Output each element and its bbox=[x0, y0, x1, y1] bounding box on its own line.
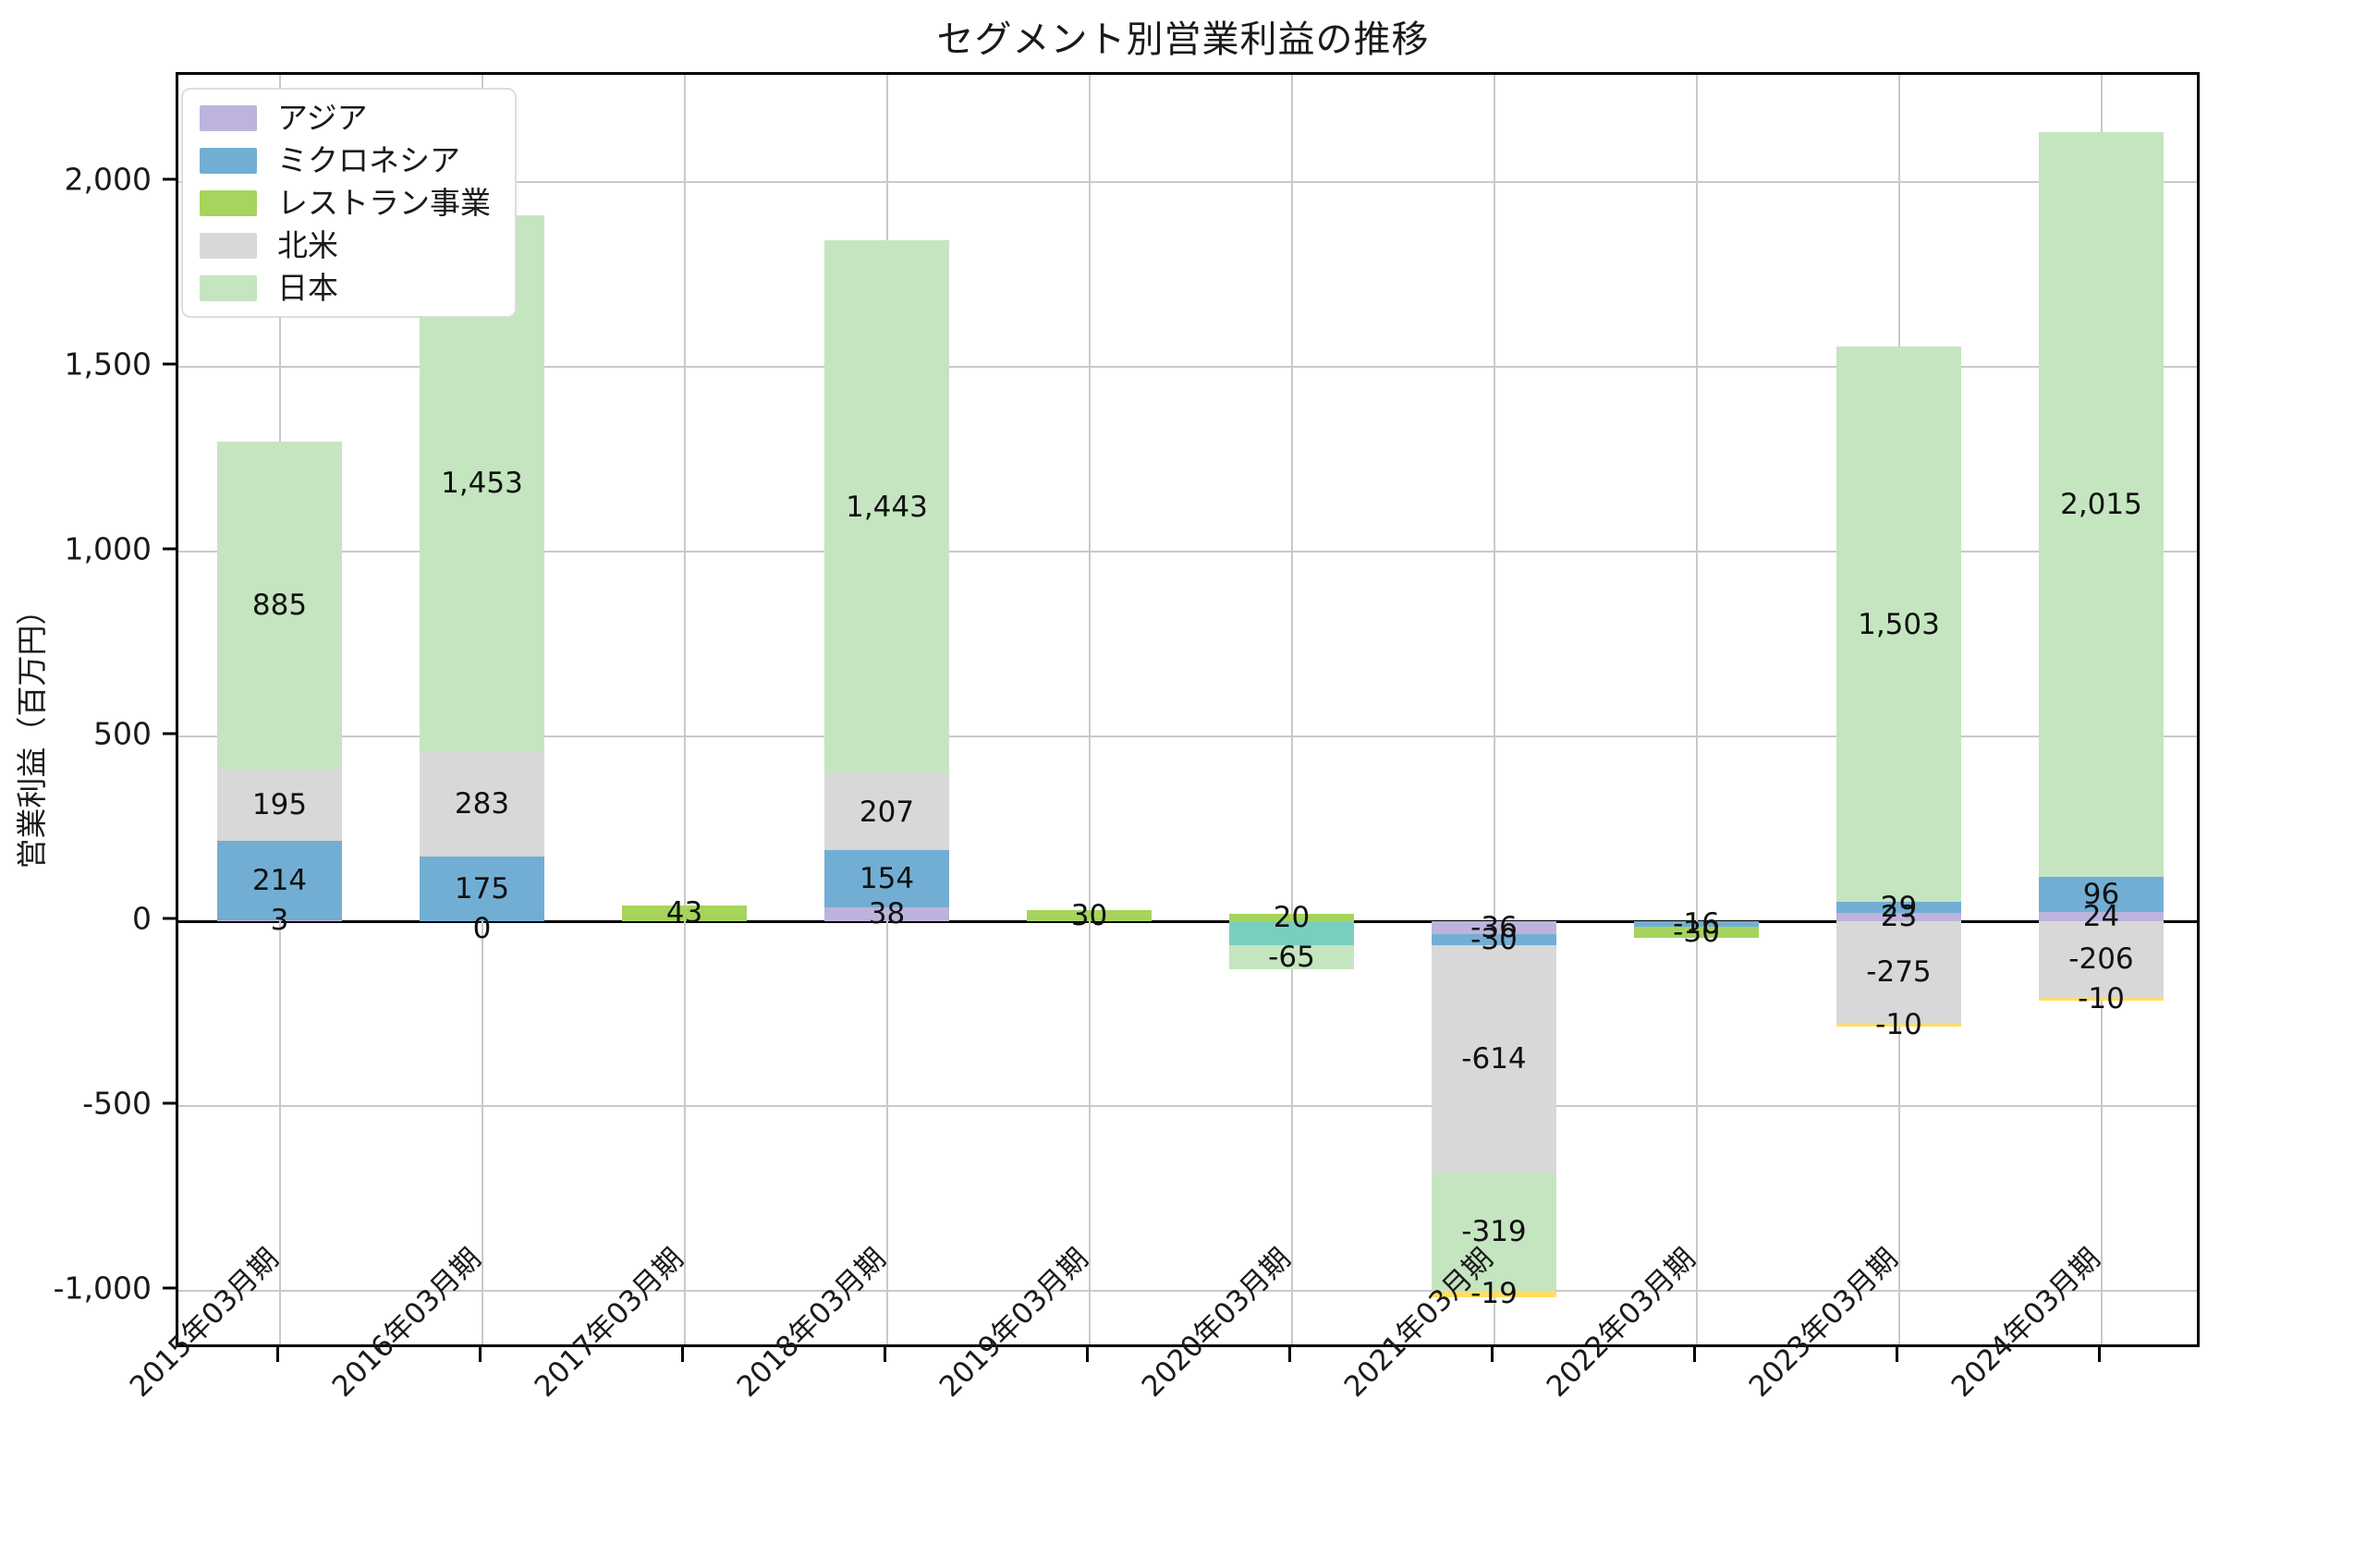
zero-line bbox=[178, 919, 2197, 923]
bar-segment[interactable] bbox=[1228, 945, 1355, 969]
gridline-horizontal bbox=[178, 366, 2197, 368]
legend-label: 北米 bbox=[277, 227, 338, 263]
bar-segment[interactable] bbox=[419, 751, 545, 857]
bar-segment[interactable] bbox=[216, 769, 343, 842]
bar-segment[interactable] bbox=[1228, 921, 1355, 945]
gridline-horizontal bbox=[178, 1105, 2197, 1107]
bar-segment[interactable] bbox=[216, 841, 343, 920]
bar-group[interactable]: 2,015 96 24 -206 -10 bbox=[2038, 75, 2165, 1350]
bar-segment[interactable] bbox=[1633, 927, 1760, 939]
legend-item[interactable]: 北米 bbox=[200, 230, 491, 261]
bar-segment[interactable] bbox=[823, 773, 950, 851]
y-axis-tick-mark bbox=[163, 917, 176, 920]
bar-group[interactable]: -36 -30 -614 -319 -19 bbox=[1431, 75, 1557, 1350]
chart-legend: アジアミクロネシア レストラン事業 北米日本 bbox=[181, 88, 517, 318]
bar-group[interactable]: 43 bbox=[621, 75, 748, 1350]
bar-segment[interactable] bbox=[1026, 910, 1153, 921]
bar-group[interactable]: 20 -65 bbox=[1228, 75, 1355, 1350]
y-axis-tick-label: 0 bbox=[132, 900, 152, 937]
legend-swatch-icon bbox=[200, 274, 257, 301]
bar-group[interactable]: -16 -30 bbox=[1633, 75, 1760, 1350]
x-axis-tick-mark bbox=[478, 1347, 482, 1362]
legend-item[interactable]: レストラン事業 bbox=[200, 188, 491, 218]
bar-segment[interactable] bbox=[621, 905, 748, 921]
bar-segment[interactable] bbox=[823, 850, 950, 907]
gridline-horizontal bbox=[178, 551, 2197, 553]
y-axis-tick-label: 1,500 bbox=[64, 346, 152, 383]
x-axis-tick-mark bbox=[1085, 1347, 1089, 1362]
gridline-vertical bbox=[1290, 75, 1293, 1344]
y-axis-tick-label: -500 bbox=[82, 1085, 152, 1122]
gridline-horizontal bbox=[178, 181, 2197, 183]
legend-label: レストラン事業 bbox=[277, 185, 491, 221]
gridline-vertical bbox=[1695, 75, 1698, 1344]
x-axis-tick-mark bbox=[1692, 1347, 1696, 1362]
legend-swatch-icon bbox=[200, 232, 257, 259]
bar-segment[interactable] bbox=[1431, 945, 1557, 1173]
legend-label: 日本 bbox=[277, 270, 338, 306]
legend-item[interactable]: 日本 bbox=[200, 273, 491, 303]
legend-swatch-icon bbox=[200, 189, 257, 216]
bar-segment[interactable] bbox=[1633, 921, 1760, 928]
y-axis-tick-mark bbox=[163, 732, 176, 735]
chart-title: セグメント別営業利益の推移 bbox=[936, 18, 1430, 61]
bar-group[interactable]: 1,443 207 154 38 bbox=[823, 75, 950, 1350]
x-axis-tick-mark bbox=[2097, 1347, 2101, 1362]
bar-segment[interactable] bbox=[2038, 877, 2165, 913]
bar-segment[interactable] bbox=[419, 857, 545, 921]
bar-segment[interactable] bbox=[1431, 1290, 1557, 1298]
y-axis-tick-mark bbox=[163, 177, 176, 181]
y-axis-tick-label: 2,000 bbox=[64, 161, 152, 198]
bar-segment[interactable] bbox=[1835, 921, 1962, 1023]
y-axis-tick-label: 1,000 bbox=[64, 530, 152, 567]
gridline-horizontal bbox=[178, 735, 2197, 737]
gridline-vertical bbox=[683, 75, 686, 1344]
bar-segment[interactable] bbox=[2038, 997, 2165, 1002]
legend-label: アジア bbox=[277, 100, 368, 136]
x-axis-tick-mark bbox=[1287, 1347, 1291, 1362]
x-axis-tick-mark bbox=[275, 1347, 279, 1362]
y-axis-tick-mark bbox=[163, 362, 176, 366]
gridline-vertical bbox=[1493, 75, 1495, 1344]
y-axis-tick-label: -1,000 bbox=[53, 1270, 152, 1307]
bar-segment[interactable] bbox=[2038, 921, 2165, 998]
bar-segment[interactable] bbox=[1835, 346, 1962, 903]
y-axis-tick-mark bbox=[163, 1286, 176, 1290]
legend-item[interactable]: ミクロネシア bbox=[200, 145, 491, 176]
gridline-vertical bbox=[1088, 75, 1091, 1344]
bar-segment[interactable] bbox=[823, 240, 950, 774]
y-axis-tick-mark bbox=[163, 1101, 176, 1105]
bar-segment[interactable] bbox=[823, 906, 950, 921]
bar-segment[interactable] bbox=[2038, 912, 2165, 921]
y-axis-tick-label: 500 bbox=[93, 715, 152, 752]
x-axis-tick-mark bbox=[1490, 1347, 1494, 1362]
x-axis-tick-mark bbox=[680, 1347, 684, 1362]
y-axis-tick-mark bbox=[163, 547, 176, 551]
x-axis-tick-mark bbox=[883, 1347, 886, 1362]
bar-segment[interactable] bbox=[1835, 902, 1962, 913]
legend-swatch-icon bbox=[200, 104, 257, 131]
bar-segment[interactable] bbox=[216, 442, 343, 770]
gridline-horizontal bbox=[178, 1290, 2197, 1292]
bar-segment[interactable] bbox=[216, 919, 343, 921]
bar-group[interactable]: 1,503 23 29 -275 -10 bbox=[1835, 75, 1962, 1350]
bar-segment[interactable] bbox=[1431, 1173, 1557, 1291]
bar-segment[interactable] bbox=[1835, 912, 1962, 921]
legend-item[interactable]: アジア bbox=[200, 103, 491, 133]
bar-group[interactable]: 30 bbox=[1026, 75, 1153, 1350]
legend-label: ミクロネシア bbox=[277, 142, 460, 178]
bar-segment[interactable] bbox=[1228, 914, 1355, 921]
bar-segment[interactable] bbox=[1431, 921, 1557, 935]
x-axis-tick-mark bbox=[1895, 1347, 1898, 1362]
bar-segment[interactable] bbox=[1835, 1023, 1962, 1027]
legend-swatch-icon bbox=[200, 147, 257, 174]
bar-segment[interactable] bbox=[2038, 132, 2165, 877]
bar-segment[interactable] bbox=[1431, 934, 1557, 946]
